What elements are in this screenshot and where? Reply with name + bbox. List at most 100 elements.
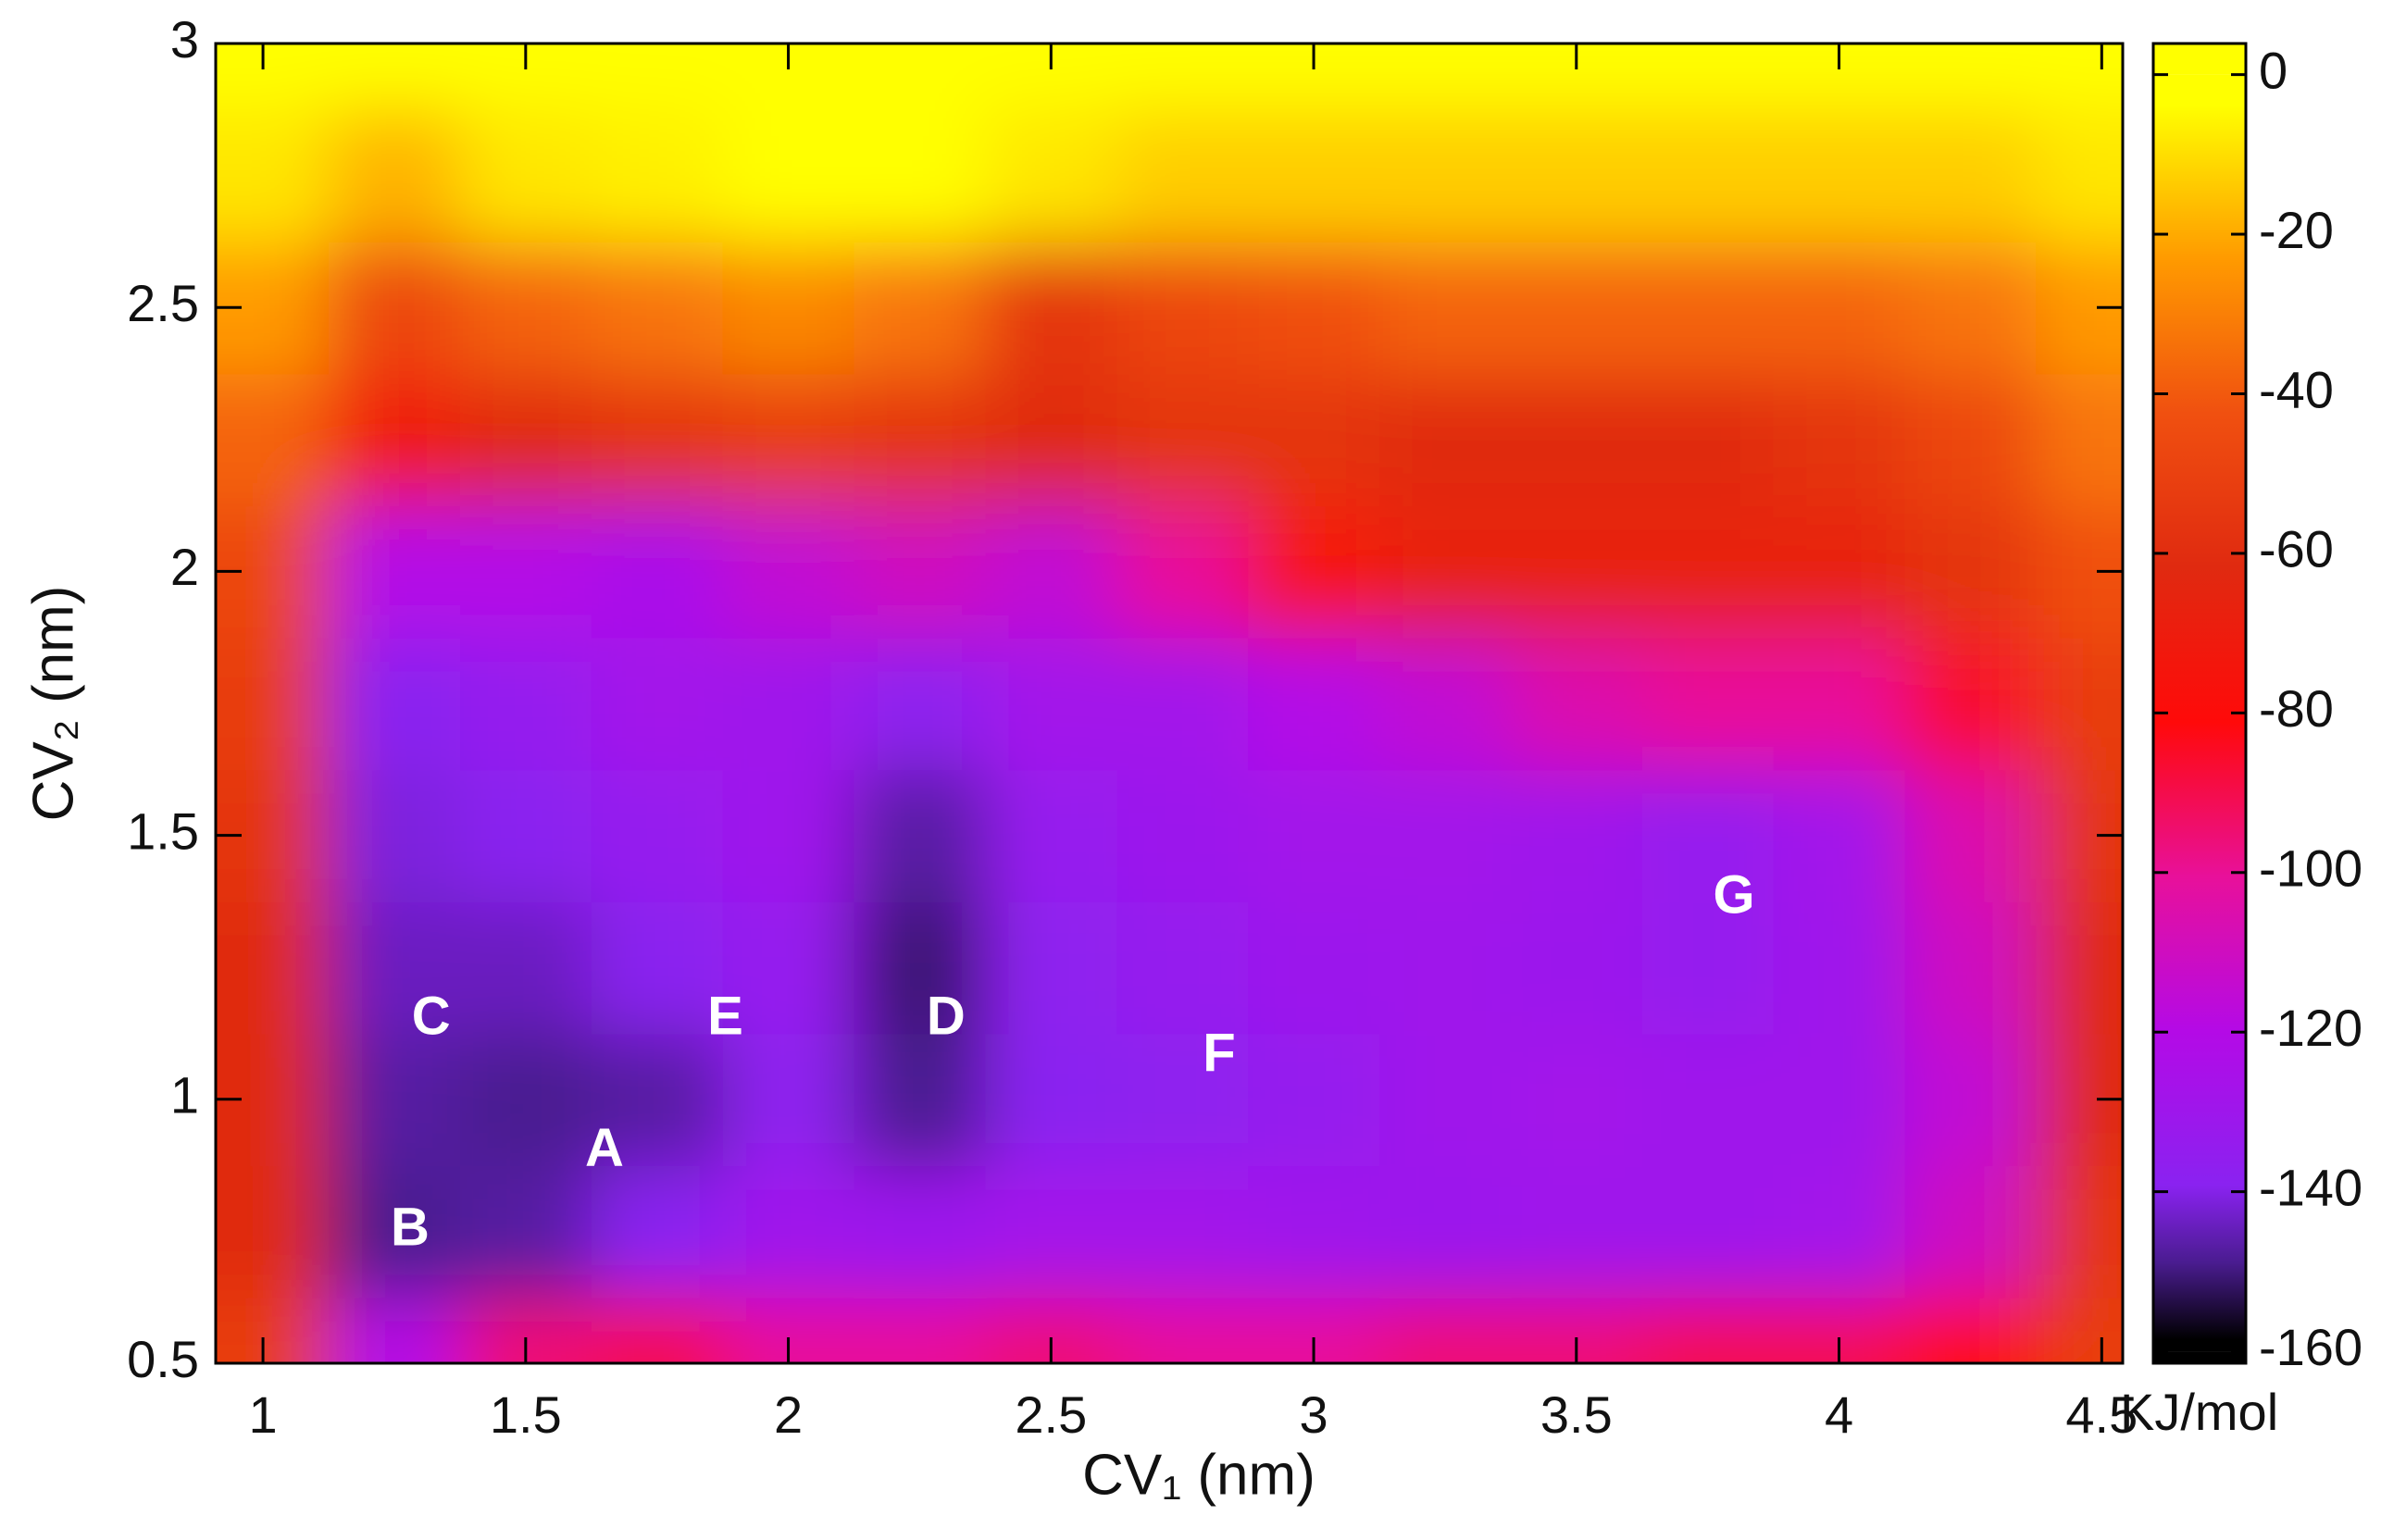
y-axis-title: CV₂ (nm) (21, 586, 85, 822)
heat-cell (854, 373, 987, 507)
heat-cell (1510, 109, 1643, 242)
heat-cell (216, 373, 330, 507)
x-tick-label: 2 (774, 1385, 803, 1444)
heat-cell (1641, 1165, 1775, 1298)
heat-cell (459, 637, 592, 771)
heat-cell (216, 637, 330, 771)
colorbar (2153, 74, 2246, 1352)
heat-cell (854, 505, 987, 639)
plot-frame (214, 42, 2125, 1365)
heat-cell (1378, 241, 1512, 375)
colorbar-tick-label: -20 (2259, 201, 2334, 259)
heat-cell (591, 43, 724, 111)
heat-cell (1904, 1165, 2038, 1298)
heat-cell (1510, 900, 1643, 1035)
heat-cell (1773, 109, 1906, 242)
heat-cell (1248, 373, 1380, 507)
region-label: B (391, 1198, 430, 1258)
heat-cell (1248, 109, 1380, 242)
heat-cell (459, 900, 592, 1035)
overlay: 1 1.5 2 2.5 3 3.5 4 4.5 0.5 1 1.5 2 2.5 3 A B C D E F G (127, 10, 2138, 1444)
colorbar-top-fill (2153, 43, 2246, 75)
x-tick-label: 1.5 (490, 1385, 562, 1444)
region-label: E (707, 987, 743, 1047)
heat-cell (1773, 900, 1906, 1035)
colorbar-tick-label: -60 (2259, 520, 2334, 578)
heatmap-area (216, 43, 2123, 1363)
heat-cell (1641, 373, 1775, 507)
heat-cell (459, 769, 592, 902)
heat-cell (985, 900, 1118, 1035)
heat-cell (1248, 637, 1380, 771)
heat-cell (985, 505, 1118, 639)
heat-cell (1904, 900, 2038, 1035)
heat-cell (1773, 1033, 1906, 1167)
heat-cell (1904, 109, 2038, 242)
heat-cell (722, 900, 855, 1035)
heat-cell (459, 1165, 592, 1298)
heat-cell (459, 1033, 592, 1167)
heat-cell (1641, 505, 1775, 639)
heat-cell (1248, 900, 1380, 1035)
heat-cell (1116, 1297, 1250, 1363)
heat-cell (722, 769, 855, 902)
heat-cell (722, 109, 855, 242)
heat-cell (329, 769, 461, 902)
heat-cell (591, 505, 724, 639)
colorbar-tick-label: -100 (2259, 839, 2362, 898)
heat-cell (329, 505, 461, 639)
y-tick-label: 2.5 (127, 274, 199, 332)
heat-cell (1641, 1033, 1775, 1167)
heat-cell (854, 637, 987, 771)
heat-cell (591, 637, 724, 771)
y-tick-label: 2 (170, 538, 199, 596)
x-tick-label: 2.5 (1015, 1385, 1087, 1444)
heat-cell (1510, 637, 1643, 771)
heat-cell (329, 1033, 461, 1167)
heat-cell (854, 769, 987, 902)
heat-cell (1116, 109, 1250, 242)
heat-cell (1773, 769, 1906, 902)
y-tick-label: 1 (170, 1066, 199, 1124)
heat-cell (1641, 43, 1775, 111)
heat-cell (591, 1297, 724, 1363)
x-axis-title: CV₁ (nm) (1082, 1443, 1315, 1507)
heat-cell (722, 241, 855, 375)
heat-cell (1904, 1297, 2038, 1363)
heat-cell (1510, 1033, 1643, 1167)
heat-cell (1773, 505, 1906, 639)
heat-cell (985, 637, 1118, 771)
heat-cell (722, 505, 855, 639)
heat-cell (1510, 1165, 1643, 1298)
heat-cell (1116, 43, 1250, 111)
x-tick-label: 3 (1299, 1385, 1328, 1444)
heat-cell (1116, 373, 1250, 507)
region-label: G (1713, 864, 1754, 925)
x-tick-label: 4.5 (2065, 1385, 2138, 1444)
heat-cell (1378, 1297, 1512, 1363)
region-label: C (412, 987, 451, 1047)
heat-cell (1510, 373, 1643, 507)
heat-cell (1378, 373, 1512, 507)
heat-cell (854, 109, 987, 242)
heat-cell (1378, 769, 1512, 902)
heat-cell (985, 373, 1118, 507)
heat-cell (329, 1165, 461, 1298)
heat-cell (1641, 1297, 1775, 1363)
heat-cell (2036, 373, 2123, 507)
region-label: D (927, 987, 966, 1047)
heat-cell (854, 1033, 987, 1167)
heat-cell (459, 505, 592, 639)
heat-cell (1378, 505, 1512, 639)
heat-cell (1904, 505, 2038, 639)
heat-cell (2036, 1297, 2123, 1363)
heat-cell (329, 373, 461, 507)
heat-cell (1248, 1033, 1380, 1167)
heat-cell (1773, 637, 1906, 771)
colorbar-bottom-fill (2153, 1351, 2246, 1363)
heat-cell (1116, 1165, 1250, 1298)
heat-cell (1378, 1033, 1512, 1167)
heat-cell (216, 43, 330, 111)
heat-cell (1904, 637, 2038, 771)
heat-cell (329, 637, 461, 771)
